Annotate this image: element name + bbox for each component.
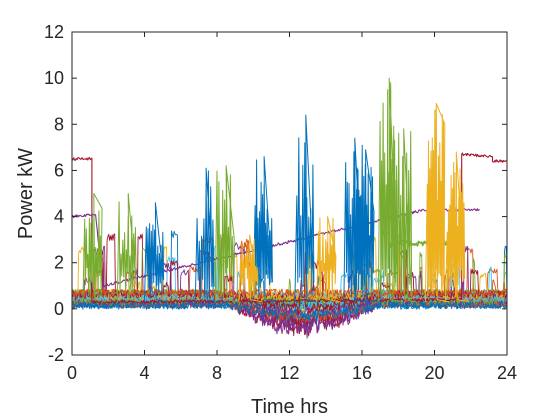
x-tick-label: 24 [497,363,517,383]
series-line [424,103,450,303]
y-axis-label: Power kW [15,148,37,239]
x-axis-label: Time hrs [251,396,328,418]
series-line [214,165,239,303]
series-line [392,128,417,303]
x-tick-label: 4 [139,363,149,383]
y-tick-label: 10 [44,68,64,88]
plot-frame [71,31,508,356]
x-tick-label: 20 [424,363,444,383]
y-tick-label: -2 [48,345,64,365]
series-line [72,230,507,323]
series-line [316,216,341,303]
series-line [444,151,469,303]
series-group [72,77,507,339]
y-tick-label: 6 [54,160,64,180]
series-line [354,149,379,303]
x-tick-label: 8 [212,363,222,383]
x-tick-label: 16 [352,363,372,383]
series-line [194,167,219,303]
x-tick-label: 0 [67,363,77,383]
series-line [238,234,263,303]
y-tick-label: 12 [44,22,64,42]
y-tick-label: 4 [54,207,64,227]
series-line [252,156,277,303]
y-tick-label: 8 [54,114,64,134]
series-line [294,114,319,303]
x-tick-label: 12 [279,363,299,383]
series-line [82,193,107,303]
series-line [72,207,480,288]
y-tick-label: 2 [54,253,64,273]
series-line [144,202,169,303]
series-line [116,193,141,303]
y-tick-label: 0 [54,299,64,319]
